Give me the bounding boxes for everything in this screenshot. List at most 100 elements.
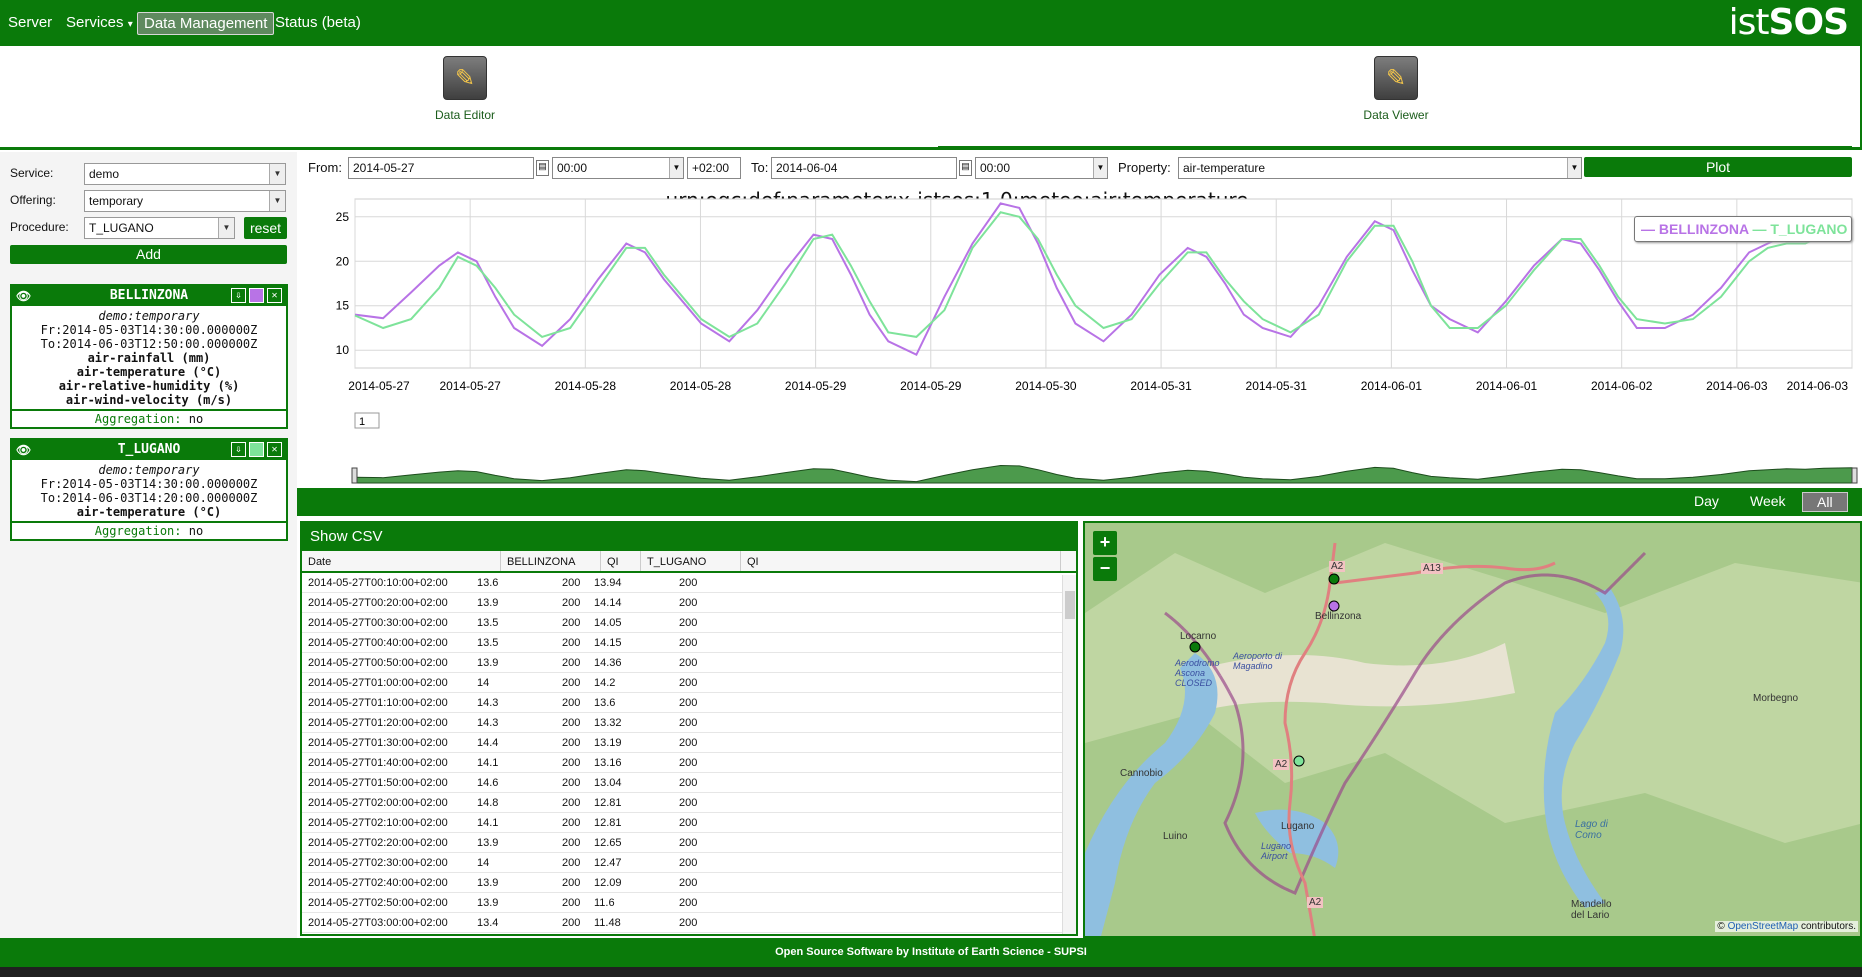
openstreetmap-link[interactable]: OpenStreetMap [1727,921,1799,932]
to-time-select[interactable]: 00:00 ▼ [975,157,1108,179]
table-cell: 14.15 [594,637,622,649]
table-row[interactable]: 2014-05-27T00:30:00+02:00 13.5 200 14.05 200 [302,613,1062,633]
series-line-bellinzona [354,202,1853,357]
calendar-icon[interactable]: ▤ [959,160,972,176]
chevron-down-icon[interactable]: ▼ [669,158,683,178]
reset-button[interactable]: reset [244,217,287,239]
map-label: A2 [1329,561,1346,572]
from-time-select[interactable]: 00:00 ▼ [552,157,684,179]
property-label: Property: [1118,160,1171,175]
legend-label: BELLINZONA [1658,221,1749,237]
chevron-down-icon[interactable]: ▼ [269,191,285,211]
chevron-down-icon[interactable]: ▼ [1093,158,1107,178]
card-title: BELLINZONA [109,288,189,303]
table-row[interactable]: 2014-05-27T00:50:00+02:00 13.9 200 14.36 200 [302,653,1062,673]
column-header[interactable]: BELLINZONA [507,556,576,568]
series-color-swatch[interactable] [249,288,264,303]
add-button[interactable]: Add [10,245,287,264]
nav-status[interactable]: Status (beta) [275,14,361,31]
close-icon[interactable]: ✕ [267,288,282,303]
chevron-down-icon[interactable]: ▼ [269,164,285,184]
chevron-down-icon[interactable]: ▼ [1567,158,1581,178]
nav-services[interactable]: Services ▾ [60,12,139,33]
offering-value: temporary [89,194,144,208]
table-cell: 14.2 [594,677,616,689]
zoom-in-button[interactable]: + [1093,531,1117,555]
table-row[interactable]: 2014-05-27T02:50:00+02:00 13.9 200 11.6 200 [302,893,1062,913]
chevron-down-icon[interactable]: ▼ [218,218,234,238]
eye-icon[interactable]: 👁 [16,443,32,457]
to-date-input[interactable]: 2014-06-04 ▤ [771,157,972,179]
range-all-button[interactable]: All [1802,492,1848,512]
table-row[interactable]: 2014-05-27T01:30:00+02:00 14.4 200 13.19 200 [302,733,1062,753]
zoom-out-button[interactable]: − [1093,557,1117,581]
table-scrollbar[interactable] [1062,575,1076,934]
range-day-button[interactable]: Day [1694,493,1719,509]
column-header[interactable]: QI [607,556,619,568]
lake-como [1543,588,1624,908]
table-cell: 200 [562,597,581,609]
chart-legend[interactable]: — BELLINZONA — T_LUGANO [1634,216,1852,242]
offering-select[interactable]: temporary ▼ [84,190,286,212]
timezone-input[interactable]: +02:00 [687,157,741,179]
download-icon[interactable]: ⇩ [231,442,246,457]
legend-item-bellinzona[interactable]: — BELLINZONA [1641,221,1749,237]
series-color-swatch[interactable] [249,442,264,457]
map-label: Morbegno [1753,693,1799,704]
table-cell: 2014-05-27T00:20:00+02:00 [308,597,448,609]
table-row[interactable]: 2014-05-27T01:10:00+02:00 14.3 200 13.6 200 [302,693,1062,713]
aggregation-key: Aggregation: [94,524,182,538]
data-viewer-tool[interactable]: ✎ Data Viewer [1336,56,1456,122]
data-editor-tool[interactable]: ✎ Data Editor [405,56,525,122]
table-row[interactable]: 2014-05-27T00:40:00+02:00 13.5 200 14.15 200 [302,633,1062,653]
table-row[interactable]: 2014-05-27T00:10:00+02:00 13.6 200 13.94 200 [302,573,1062,593]
calendar-icon[interactable]: ▤ [536,160,549,176]
download-icon[interactable]: ⇩ [231,288,246,303]
series-lines [354,202,1853,357]
plot-button[interactable]: Plot [1584,157,1852,177]
y-tick-label: 15 [336,299,350,313]
card-property: air-temperature (°C) [76,365,222,379]
table-row[interactable]: 2014-05-27T03:00:00+02:00 13.4 200 11.48 200 [302,913,1062,933]
csv-panel-title[interactable]: Show CSV [302,523,1076,551]
table-cell: 13.6 [477,577,499,589]
page-box [354,412,380,429]
procedure-select[interactable]: T_LUGANO ▼ [84,217,235,239]
table-cell: 200 [562,777,581,789]
property-select[interactable]: air-temperature ▼ [1178,157,1582,179]
table-row[interactable]: 2014-05-27T02:20:00+02:00 13.9 200 12.65 200 [302,833,1062,853]
close-icon[interactable]: ✕ [267,442,282,457]
table-row[interactable]: 2014-05-27T01:40:00+02:00 14.1 200 13.16 200 [302,753,1062,773]
table-row[interactable]: 2014-05-27T01:50:00+02:00 14.6 200 13.04 200 [302,773,1062,793]
table-cell: 200 [679,877,698,889]
table-row[interactable]: 2014-05-27T01:20:00+02:00 14.3 200 13.32 200 [302,713,1062,733]
scrollbar-thumb[interactable] [1065,591,1075,619]
table-cell: 12.81 [594,797,622,809]
x-tick-label: 2014-05-28 [555,379,617,393]
column-divider [640,551,641,571]
table-cell: 13.19 [594,737,622,749]
eye-icon[interactable]: 👁 [16,289,32,303]
highway-a13 [1334,561,1556,585]
table-cell: 14.3 [477,717,499,729]
table-row[interactable]: 2014-05-27T02:40:00+02:00 13.9 200 12.09 200 [302,873,1062,893]
table-row[interactable]: 2014-05-27T02:00:00+02:00 14.8 200 12.81 200 [302,793,1062,813]
footer-text: Open Source Software by Institute of Ear… [775,946,1087,958]
column-header[interactable]: T_LUGANO [647,556,707,568]
nav-data-management[interactable]: Data Management [137,12,275,35]
service-select[interactable]: demo ▼ [84,163,286,185]
table-row[interactable]: 2014-05-27T02:30:00+02:00 14 200 12.47 200 [302,853,1062,873]
column-header[interactable]: Date [308,556,332,568]
table-row[interactable]: 2014-05-27T01:00:00+02:00 14 200 14.2 200 [302,673,1062,693]
range-week-button[interactable]: Week [1750,493,1786,509]
map[interactable]: + − A13 A2 Bellinzona Locarno Aeroporto … [1083,521,1862,938]
map-label: Bellinzona [1315,611,1362,622]
legend-item-t-lugano[interactable]: — T_LUGANO [1752,221,1848,237]
table-row[interactable]: 2014-05-27T00:20:00+02:00 13.9 200 14.14 200 [302,593,1062,613]
table-row[interactable]: 2014-05-27T02:10:00+02:00 14.1 200 12.81 200 [302,813,1062,833]
column-header[interactable]: QI [747,556,759,568]
table-cell: 2014-05-27T02:40:00+02:00 [308,877,448,889]
nav-server[interactable]: Server [8,14,53,31]
from-date-input[interactable]: 2014-05-27 ▤ [348,157,549,179]
